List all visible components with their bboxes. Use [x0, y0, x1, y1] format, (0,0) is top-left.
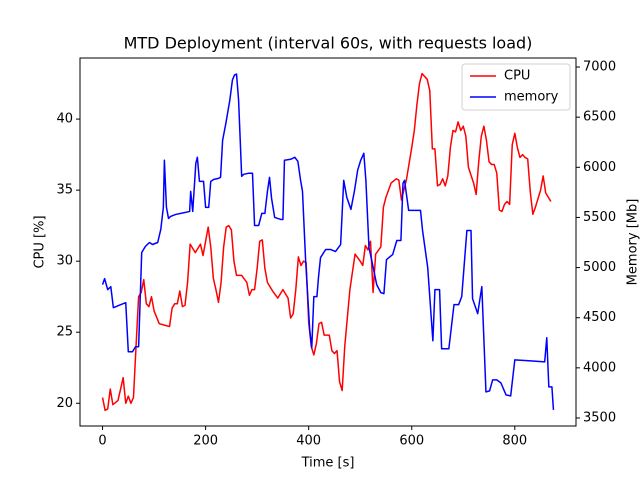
y2-axis-label: Memory [Mb] — [626, 199, 640, 286]
x-tick-label: 400 — [296, 434, 321, 449]
x-tick-label: 800 — [502, 434, 527, 449]
y2-tick-label: 5000 — [583, 260, 616, 275]
y-tick-label: 35 — [56, 183, 73, 198]
y-tick-label: 40 — [56, 112, 73, 127]
plot-frame — [79, 57, 577, 427]
y2-tick-label: 5500 — [583, 210, 616, 225]
x-tick-label: 200 — [193, 434, 218, 449]
y-tick-label: 30 — [56, 254, 73, 269]
y2-tick-label: 4500 — [583, 310, 616, 325]
y-axis-label: CPU [%] — [33, 215, 48, 268]
series-line — [101, 72, 552, 412]
y-tick-label: 20 — [56, 396, 73, 411]
legend-label: memory — [504, 90, 559, 105]
y2-tick-label: 7000 — [583, 60, 616, 75]
y2-tick-label: 3500 — [583, 410, 616, 425]
series-line — [101, 73, 555, 411]
y2-tick-label: 6000 — [583, 160, 616, 175]
x-tick-label: 600 — [399, 434, 424, 449]
legend-label: CPU — [504, 69, 530, 84]
y2-tick-label: 4000 — [583, 360, 616, 375]
chart-title: MTD Deployment (interval 60s, with reque… — [124, 34, 533, 53]
y2-tick-label: 6500 — [583, 110, 616, 125]
y-tick-label: 25 — [56, 325, 73, 340]
x-tick-label: 0 — [98, 434, 106, 449]
x-axis-label: Time [s] — [301, 456, 355, 471]
